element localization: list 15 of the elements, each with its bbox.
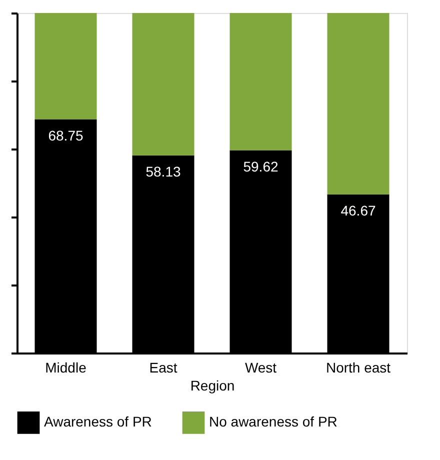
legend-label: Awareness of PR	[44, 414, 152, 430]
data-label: 68.75	[48, 127, 84, 144]
x-tick-label: North east	[326, 360, 391, 376]
x-axis-title: Region	[190, 378, 235, 394]
bar	[34, 13, 97, 120]
data-label: 59.62	[243, 158, 278, 174]
legend-label: No awareness of PR	[209, 414, 338, 430]
bar	[230, 13, 292, 150]
data-label: 46.67	[340, 202, 376, 218]
x-tick-label: West	[244, 360, 277, 376]
data-label: 58.13	[146, 163, 181, 180]
bar	[327, 13, 390, 194]
x-tick-label: Middle	[45, 360, 87, 376]
bar	[132, 13, 194, 156]
x-tick-label: East	[149, 360, 178, 376]
